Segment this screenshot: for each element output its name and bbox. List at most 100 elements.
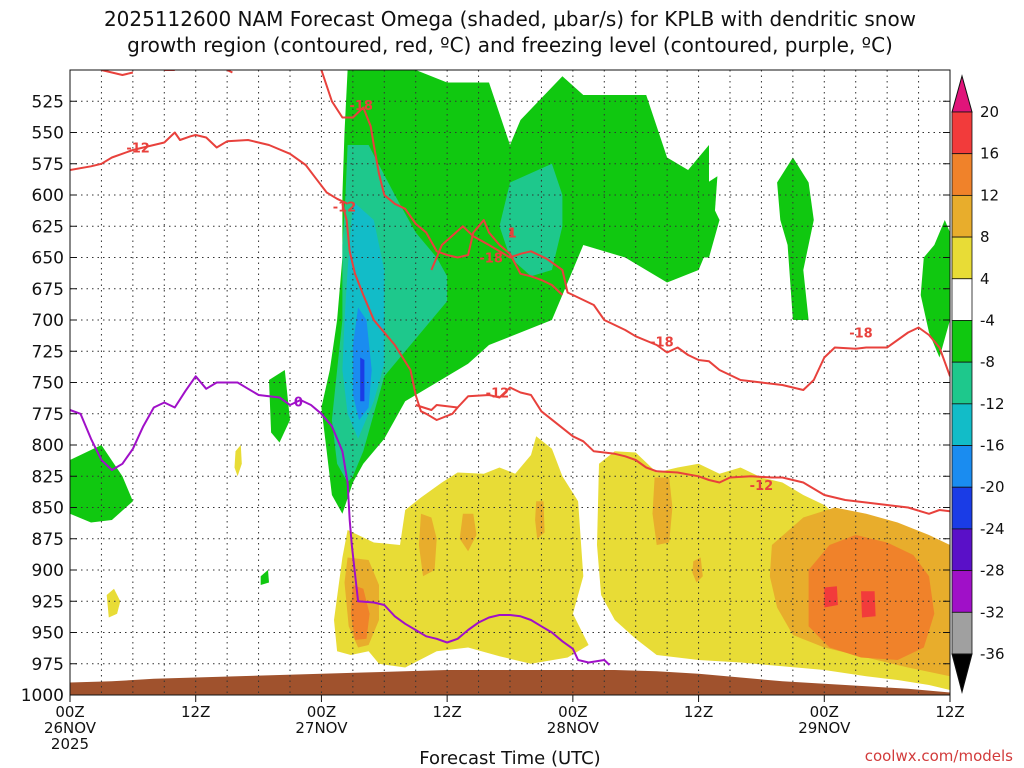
y-tick-label: 825 xyxy=(32,467,64,487)
omega-region-15 xyxy=(106,588,121,618)
y-axis-ticks: 525 550 575 600 625 650 675 700 725 750 775 800 825 8… xyxy=(21,92,950,706)
credit-link[interactable]: coolwx.com/models xyxy=(865,747,1013,765)
colorbar-label: -4 xyxy=(980,311,995,329)
x-tick-label: 12Z xyxy=(181,703,210,721)
colorbar-label: -24 xyxy=(980,520,1005,538)
y-tick-label: 1000 xyxy=(21,686,64,706)
dgz-contour--18 xyxy=(341,203,459,421)
dgz-contour-label: -18 xyxy=(479,252,503,267)
y-tick-label: 650 xyxy=(32,249,64,269)
dgz-contour--18 xyxy=(509,228,514,236)
colorbar-swatch xyxy=(951,528,973,572)
omega-region-21 xyxy=(652,477,673,545)
omega-region-3 xyxy=(777,157,814,320)
colorbar-label: -32 xyxy=(980,603,1005,621)
colorbar-swatch xyxy=(951,403,973,446)
y-tick-label: 575 xyxy=(32,155,64,175)
dendritic-growth-contours xyxy=(70,70,950,515)
y-tick-label: 675 xyxy=(32,280,64,300)
dgz-contour-label: -18 xyxy=(650,335,674,350)
gridlines xyxy=(70,70,950,695)
x-tick-label: 00Z xyxy=(55,703,84,721)
y-tick-label: 750 xyxy=(32,374,64,394)
dgz-contour--12 xyxy=(430,225,950,391)
colorbar-label: -28 xyxy=(980,562,1005,580)
omega-shaded-regions xyxy=(70,70,950,690)
y-tick-label: 950 xyxy=(32,624,64,644)
dgz-contour-label: 1 xyxy=(508,227,517,242)
colorbar-label: -8 xyxy=(980,353,995,371)
colorbar-swatch xyxy=(951,611,973,655)
x-tick-label: 12Z xyxy=(935,703,964,721)
colorbar-label: -36 xyxy=(980,645,1005,663)
y-tick-label: 800 xyxy=(32,436,64,456)
y-tick-label: 625 xyxy=(32,217,64,237)
omega-region-0 xyxy=(321,70,720,514)
y-tick-label: 900 xyxy=(32,561,64,581)
y-tick-label: 925 xyxy=(32,592,64,612)
colorbar-top-arrow xyxy=(951,74,973,113)
x-tick-label: 28NOV xyxy=(547,719,600,737)
omega-region-4 xyxy=(920,220,950,358)
dgz-contour-label: -18 xyxy=(349,99,373,114)
omega-region-20 xyxy=(535,501,545,539)
dgz-contour-label: -12 xyxy=(126,142,150,157)
colorbar-swatch xyxy=(951,194,973,238)
y-tick-label: 775 xyxy=(32,405,64,425)
omega-region-27 xyxy=(861,591,876,618)
colorbar-swatch xyxy=(951,236,973,280)
colorbar-swatch xyxy=(951,361,973,405)
omega-region-19 xyxy=(459,513,477,552)
x-tick-label: 2025 xyxy=(51,735,89,753)
x-axis-title: Forecast Time (UTC) xyxy=(419,748,600,768)
colorbar-label: 16 xyxy=(980,145,999,163)
colorbar-label: 4 xyxy=(980,270,990,288)
omega-region-7 xyxy=(260,570,269,585)
x-tick-label: 00Z xyxy=(558,703,587,721)
colorbar-bottom-arrow xyxy=(951,653,973,694)
dgz-contour-label: -12 xyxy=(486,387,510,402)
omega-region-2 xyxy=(703,176,718,220)
dgz-contour--18 xyxy=(320,70,564,296)
y-tick-label: 525 xyxy=(32,92,64,112)
dgz-contour-label: -12 xyxy=(333,200,357,215)
omega-region-9 xyxy=(499,163,563,277)
dgz-contour--12 xyxy=(415,386,950,515)
omega-region-6 xyxy=(269,370,290,443)
dgz-contour--12 xyxy=(70,131,349,205)
dgz-contour-label: -12 xyxy=(750,479,774,494)
colorbar-swatch xyxy=(951,320,973,363)
omega-region-12 xyxy=(360,357,365,402)
freezing-contour-0 xyxy=(70,375,611,666)
x-tick-label: 26NOV xyxy=(44,719,97,737)
colorbar-label: 20 xyxy=(980,103,999,121)
dgz-contour-label: -18 xyxy=(849,327,873,342)
colorbar-swatch xyxy=(951,570,973,613)
y-tick-label: 700 xyxy=(32,311,64,331)
omega-region-24 xyxy=(350,585,370,640)
y-tick-label: 850 xyxy=(32,499,64,519)
chart-title-line-1: 2025112600 NAM Forecast Omega (shaded, μ… xyxy=(104,7,916,31)
omega-region-13 xyxy=(334,436,589,668)
chart-title-line-2: growth region (contoured, red, ºC) and f… xyxy=(127,33,893,57)
x-tick-label: 00Z xyxy=(307,703,336,721)
y-tick-label: 600 xyxy=(32,186,64,206)
colorbar-label: -12 xyxy=(980,395,1005,413)
x-tick-label: 29NOV xyxy=(798,719,851,737)
omega-region-1 xyxy=(688,145,720,258)
x-tick-label: 27NOV xyxy=(295,719,348,737)
y-tick-label: 875 xyxy=(32,530,64,550)
y-tick-label: 725 xyxy=(32,342,64,362)
dgz-contour--18 xyxy=(101,70,134,76)
x-tick-label: 00Z xyxy=(810,703,839,721)
colorbar-label: -20 xyxy=(980,478,1005,496)
colorbar-label: 12 xyxy=(980,186,999,204)
y-tick-label: 550 xyxy=(32,124,64,144)
colorbar-swatch xyxy=(951,153,973,196)
colorbar-swatch xyxy=(951,486,973,530)
colorbar-label: -16 xyxy=(980,437,1005,455)
omega-region-18 xyxy=(418,513,437,577)
omega-region-16 xyxy=(234,445,242,477)
